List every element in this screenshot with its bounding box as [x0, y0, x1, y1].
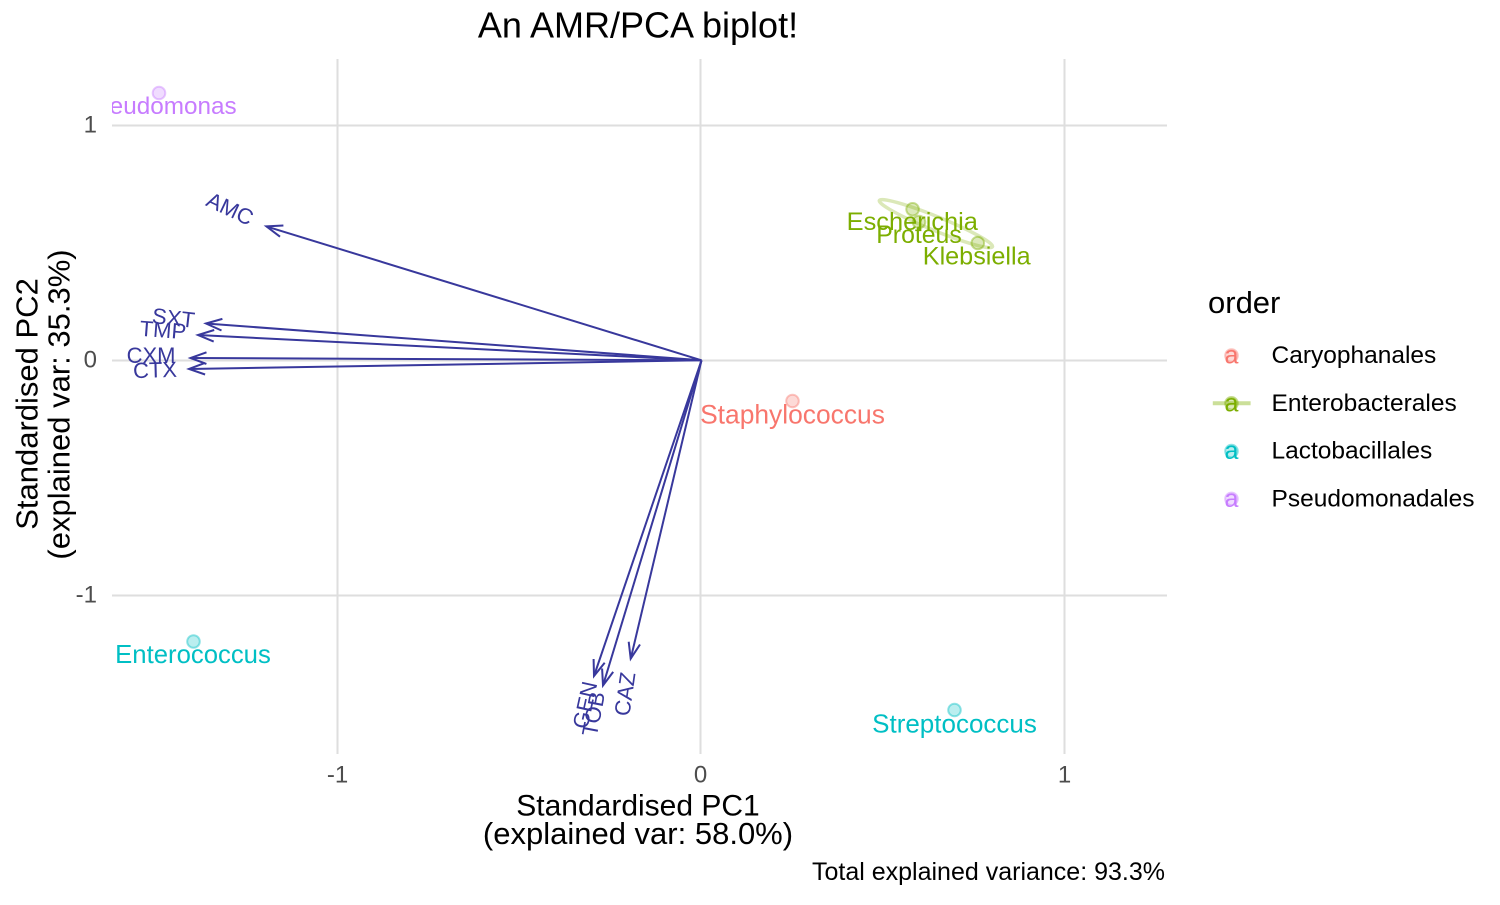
svg-text:order: order — [1208, 285, 1280, 320]
svg-text:1: 1 — [1058, 762, 1071, 789]
svg-text:(explained var: 35.3%): (explained var: 35.3%) — [42, 249, 77, 559]
svg-text:1: 1 — [84, 112, 97, 139]
svg-text:Caryophanales: Caryophanales — [1272, 342, 1437, 369]
svg-text:-1: -1 — [76, 582, 97, 609]
svg-text:Total explained variance: 93.3: Total explained variance: 93.3% — [812, 858, 1165, 886]
svg-text:An AMR/PCA biplot!: An AMR/PCA biplot! — [478, 5, 798, 46]
svg-text:Pseudomonadales: Pseudomonadales — [1272, 485, 1475, 512]
svg-text:Standardised PC1: Standardised PC1 — [516, 789, 760, 822]
svg-text:Staphylococcus: Staphylococcus — [700, 400, 885, 430]
svg-text:Enterococcus: Enterococcus — [115, 641, 271, 669]
svg-text:Enterobacterales: Enterobacterales — [1272, 390, 1457, 417]
svg-text:Pseudomonas: Pseudomonas — [81, 93, 236, 120]
svg-text:Klebsiella: Klebsiella — [923, 243, 1032, 271]
svg-text:0: 0 — [694, 762, 707, 789]
svg-text:Proteus: Proteus — [876, 222, 961, 249]
svg-text:-1: -1 — [327, 762, 348, 789]
svg-text:CXM: CXM — [127, 343, 176, 368]
svg-text:a: a — [1225, 389, 1239, 417]
svg-text:(explained var: 58.0%): (explained var: 58.0%) — [483, 816, 793, 851]
svg-text:a: a — [1225, 485, 1239, 513]
svg-text:a: a — [1225, 437, 1239, 465]
svg-text:0: 0 — [84, 347, 97, 374]
svg-text:Lactobacillales: Lactobacillales — [1272, 438, 1433, 465]
svg-text:CTX: CTX — [133, 357, 178, 383]
svg-text:TMP: TMP — [139, 316, 187, 344]
svg-text:Escherichia: Escherichia — [847, 208, 979, 236]
svg-text:Streptococcus: Streptococcus — [872, 709, 1037, 739]
svg-text:CAZ: CAZ — [609, 670, 640, 717]
svg-text:SXT: SXT — [151, 303, 196, 333]
svg-text:Standardised PC2: Standardised PC2 — [10, 278, 45, 530]
svg-text:a: a — [1225, 342, 1239, 370]
